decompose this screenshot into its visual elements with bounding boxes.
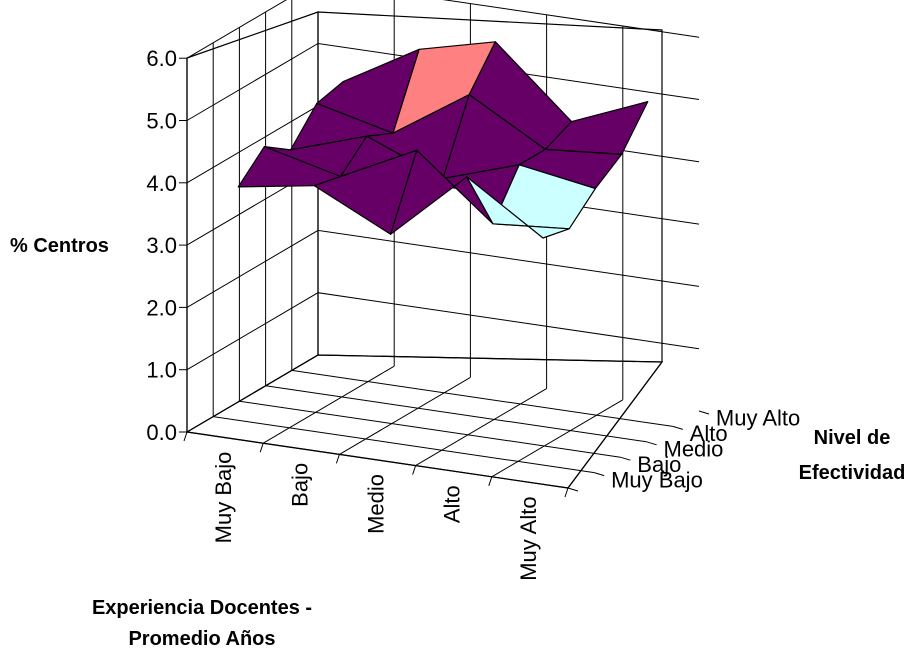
- x-tick-label: Muy Bajo: [211, 452, 236, 544]
- floor: [185, 354, 664, 489]
- floor-gridline-y: [239, 400, 621, 458]
- floor-gridline-x: [491, 399, 624, 478]
- floor-gridline-x: [262, 365, 395, 444]
- x-axis-ticks: Muy Bajo Bajo Medio Alto Muy Alto: [183, 431, 569, 581]
- z-tick-label: 2.0: [146, 295, 177, 320]
- surface-patch: [466, 176, 570, 239]
- x-tick-label: Medio: [364, 474, 389, 534]
- floor-gridline-x: [415, 388, 547, 467]
- x-tick-mark: [488, 476, 493, 486]
- y-tick-mark: [646, 441, 657, 446]
- z-tick-label: 4.0: [146, 171, 177, 196]
- floor-gridline-y: [213, 416, 595, 474]
- z-tick-label: 1.0: [146, 358, 177, 383]
- y-tick-mark: [698, 410, 710, 415]
- y-axis-title-line-2: Efectividad: [799, 462, 906, 484]
- y-tick-label: Bajo: [637, 452, 681, 477]
- x-tick-mark: [564, 487, 569, 498]
- z-tick-label: 5.0: [146, 109, 177, 134]
- x-axis-line: [186, 431, 569, 489]
- x-axis-title-line-2: Promedio Años: [128, 628, 275, 650]
- z-tick-label: 0.0: [146, 420, 177, 445]
- y-axis-line: [567, 361, 663, 489]
- x-tick-label: Bajo: [287, 463, 312, 507]
- y-tick-label: Medio: [664, 437, 724, 462]
- floor-gridline-x: [339, 376, 471, 455]
- z-gridline: [186, 42, 700, 121]
- x-tick-label: Alto: [440, 485, 465, 523]
- y-tick-mark: [567, 487, 579, 492]
- y-tick-label: Muy Bajo: [611, 467, 703, 492]
- z-gridline: [186, 292, 700, 371]
- z-axis-title: % Centros: [10, 235, 109, 257]
- x-tick-mark: [259, 443, 264, 453]
- z-tick-label: 3.0: [146, 233, 177, 258]
- z-gridline: [186, 229, 700, 308]
- y-tick-label: Alto: [690, 421, 728, 446]
- z-axis-ticks: 0.0 1.0 2.0 3.0 4.0 5.0 6.0: [146, 46, 187, 445]
- floor-gridline-y: [265, 385, 647, 443]
- z-tick-label: 6.0: [146, 46, 177, 71]
- floor-gridline-y: [291, 369, 673, 427]
- y-tick-mark: [594, 472, 605, 477]
- y-tick-mark: [672, 425, 683, 430]
- x-tick-mark: [183, 431, 188, 442]
- x-tick-mark: [412, 465, 417, 475]
- surface: [237, 41, 649, 239]
- x-axis-title-line-1: Experiencia Docentes -: [92, 597, 312, 619]
- y-axis-title-line-1: Nivel de: [814, 427, 891, 449]
- x-tick-label: Muy Alto: [516, 496, 541, 580]
- z-gridline: [186, 0, 700, 59]
- y-tick-mark: [620, 456, 631, 461]
- x-tick-mark: [335, 454, 340, 464]
- y-tick-label: Muy Alto: [716, 406, 800, 431]
